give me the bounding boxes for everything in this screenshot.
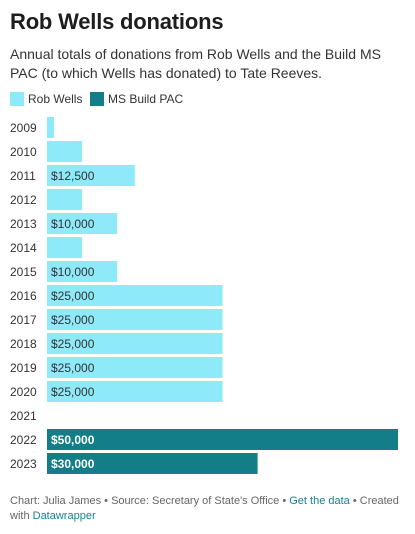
bar-rob-wells [47,381,223,402]
chart-subtitle: Annual totals of donations from Rob Well… [10,46,381,81]
bar-value-label: $25,000 [51,361,95,375]
category-label: 2022 [10,433,37,447]
category-label: 2021 [10,409,37,423]
bar-rob-wells [47,309,223,330]
category-label: 2020 [10,385,37,399]
footer-separator: • [349,495,360,507]
chart-footer: Chart: Julia James • Source: Secretary o… [10,494,405,524]
category-label: 2017 [10,313,37,327]
bar-value-label: $10,000 [51,217,95,231]
bar-value-label: $12,500 [51,169,95,183]
category-label: 2010 [10,145,37,159]
bar-value-label: $25,000 [51,385,95,399]
footer-source: Source: Secretary of State's Office [111,495,280,507]
footer-separator: • [101,495,112,507]
chart-title: Rob Wells donations [10,9,224,34]
category-label: 2013 [10,217,37,231]
legend-label-rob-wells: Rob Wells [28,92,83,106]
bar-value-label: $30,000 [51,457,95,471]
category-label: 2016 [10,289,37,303]
bar-ms-build-pac [47,453,258,474]
bar-rob-wells [47,357,223,378]
footer-separator: • [279,495,290,507]
bar-rob-wells [47,261,118,282]
bar-rob-wells [47,237,83,258]
bar-rob-wells [47,213,118,234]
bar-value-label: $50,000 [51,433,95,447]
legend-label-ms-build-pac: MS Build PAC [108,92,184,106]
bar-rob-wells [47,285,223,306]
get-the-data-link[interactable]: Get the data [289,495,350,507]
footer-credit: Chart: Julia James [10,495,102,507]
category-label: 2019 [10,361,37,375]
category-label: 2011 [10,169,36,183]
bar-ms-build-pac [47,429,398,450]
bar-rob-wells [47,189,83,210]
bar-value-label: $10,000 [51,265,95,279]
datawrapper-link[interactable]: Datawrapper [32,510,96,522]
category-label: 2015 [10,265,37,279]
bar-value-label: $25,000 [51,313,95,327]
category-label: 2009 [10,121,37,135]
category-label: 2014 [10,241,37,255]
bar-rob-wells [47,141,83,162]
bar-value-label: $25,000 [51,289,95,303]
bar-rob-wells [47,117,55,138]
legend-swatch-ms-build-pac [90,92,104,106]
bar-value-label: $25,000 [51,337,95,351]
category-label: 2012 [10,193,37,207]
legend-swatch-rob-wells [10,92,24,106]
footer-created-with: Created with [10,495,399,522]
bar-rob-wells [47,333,223,354]
category-label: 2018 [10,337,37,351]
category-label: 2023 [10,457,37,471]
bar-rob-wells [47,165,135,186]
